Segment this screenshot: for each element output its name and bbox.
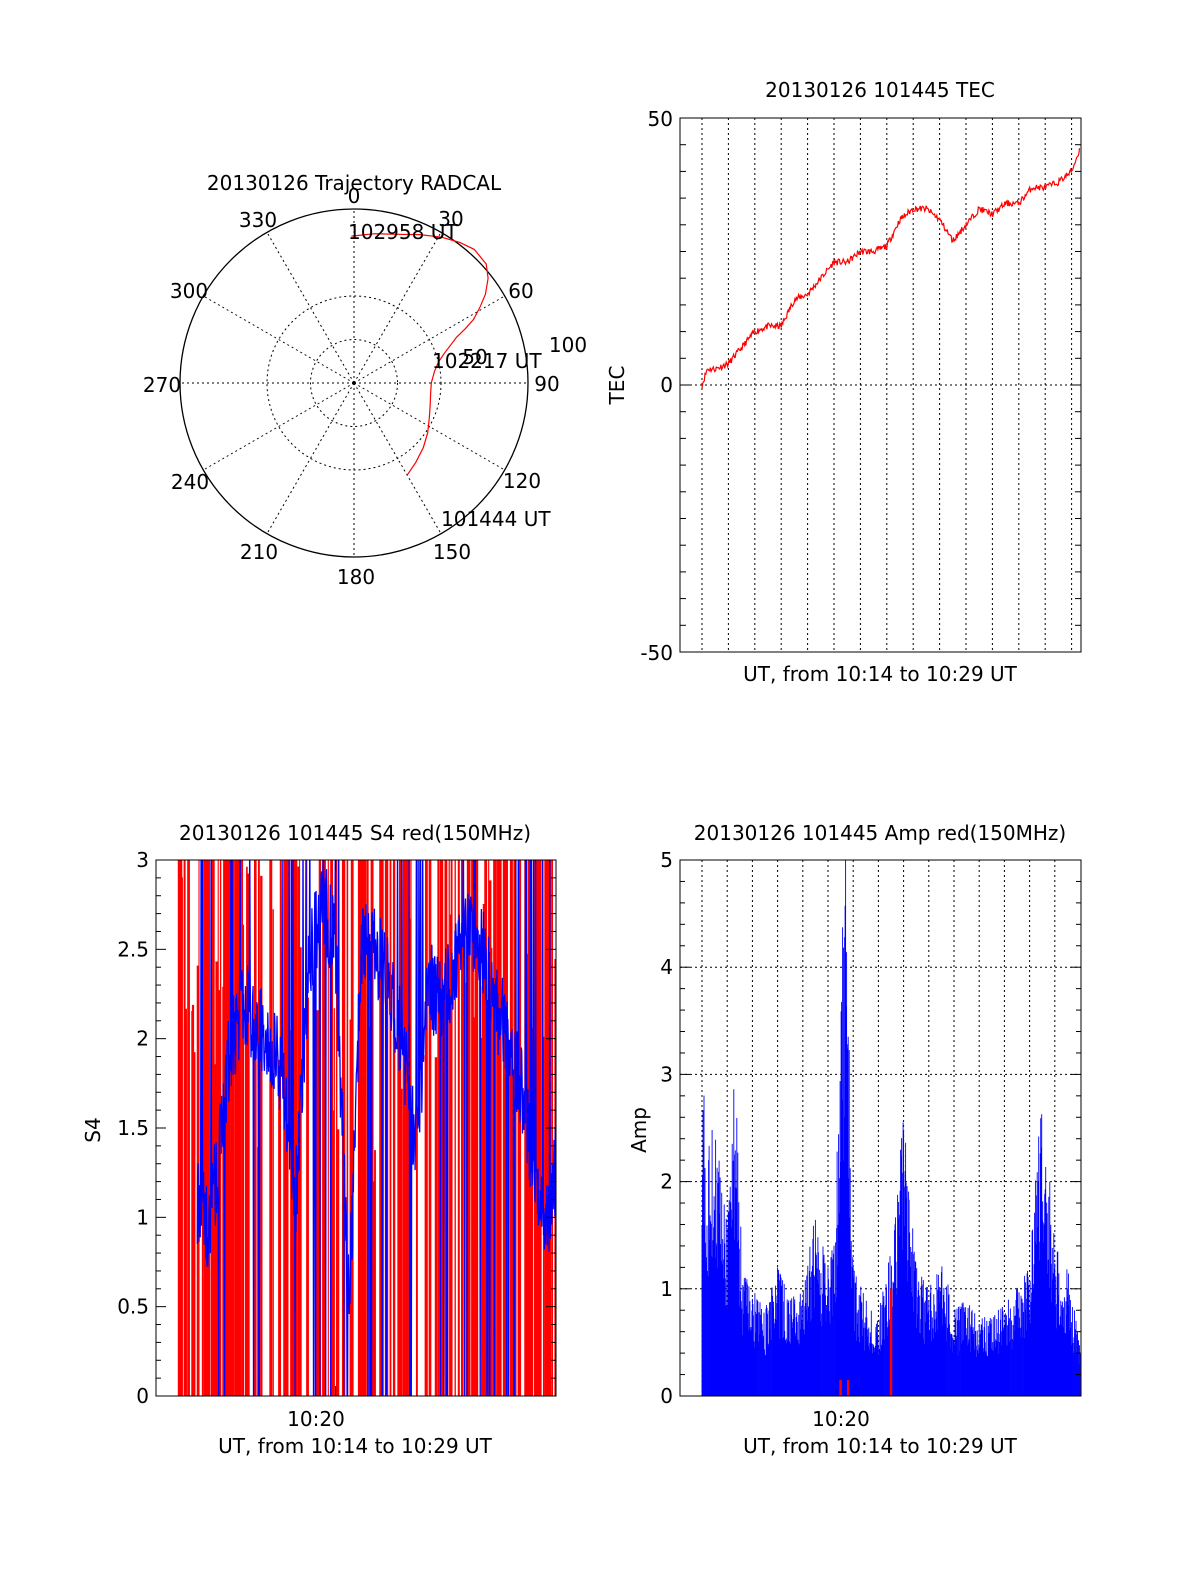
tec-title: 20130126 101445 TEC <box>765 78 995 102</box>
polar-title: 20130126 Trajectory RADCAL <box>207 171 502 195</box>
s4-ytick-label: 2.5 <box>117 937 149 961</box>
polar-spoke <box>203 382 355 471</box>
tec-xlabel: UT, from 10:14 to 10:29 UT <box>743 662 1018 686</box>
polar-angle-label: 60 <box>508 279 533 303</box>
amp-title: 20130126 101445 Amp red(150MHz) <box>694 821 1066 845</box>
polar-angle-label: 180 <box>337 565 375 589</box>
amp-blue-series <box>701 860 1081 1396</box>
polar-angle-label: 210 <box>240 540 278 564</box>
polar-spoke <box>353 382 442 534</box>
polar-angle-label: 90 <box>534 372 559 396</box>
polar-spoke <box>266 232 355 384</box>
polar-radius-label: 100 <box>549 333 587 357</box>
polar-angle-label: 270 <box>143 373 181 397</box>
tec-ytick-mid: 0 <box>660 373 673 397</box>
amp-ytick-label: 3 <box>660 1062 673 1086</box>
polar-outer-circle <box>179 208 529 558</box>
amp-ytick-label: 0 <box>660 1384 673 1408</box>
trajectory-line <box>351 233 489 476</box>
s4-ticks <box>156 859 556 1397</box>
polar-trajectory-panel: 20130126 Trajectory RADCAL 0 30 60 90 120 150… <box>143 171 587 589</box>
polar-spoke <box>353 232 442 384</box>
s4-ytick-label: 1.5 <box>117 1116 149 1140</box>
amp-plot-frame <box>679 859 1082 1397</box>
s4-ytick-label: 0 <box>136 1384 149 1408</box>
s4-ytick-label: 0.5 <box>117 1295 149 1319</box>
amp-ytick-label: 5 <box>660 848 673 872</box>
polar-radius-labels: 50 100 <box>462 333 587 369</box>
polar-angle-label: 150 <box>433 540 471 564</box>
amp-xtick-label: 10:20 <box>812 1407 870 1431</box>
polar-radius-label: 50 <box>462 345 487 369</box>
polar-angle-label: 240 <box>171 470 209 494</box>
amp-ytick-labels: 0 1 2 3 4 5 <box>660 848 673 1408</box>
polar-angle-labels: 0 30 60 90 120 150 180 210 240 270 300 330 <box>143 184 560 589</box>
tec-ytick-bottom: -50 <box>640 641 673 665</box>
annotation-end-time: 102958 UT <box>348 220 458 244</box>
s4-ytick-label: 3 <box>136 848 149 872</box>
amp-xlabel: UT, from 10:14 to 10:29 UT <box>743 1434 1018 1458</box>
polar-spoke <box>353 382 505 471</box>
amp-ylabel: Amp <box>627 1107 651 1153</box>
s4-blue-series <box>196 860 556 1396</box>
amp-panel: 20130126 101445 Amp red(150MHz) 0 1 2 3 4 5 1… <box>627 821 1082 1458</box>
polar-spoke <box>353 295 505 384</box>
polar-angle-label: 120 <box>503 469 541 493</box>
tec-ytick-top: 50 <box>648 107 673 131</box>
polar-spoke <box>203 295 355 384</box>
annotation-start-time: 101444 UT <box>441 507 551 531</box>
s4-ylabel: S4 <box>81 1117 105 1142</box>
amp-ytick-label: 4 <box>660 955 673 979</box>
annotation-mid-time: 102217 UT <box>432 349 542 373</box>
s4-title: 20130126 101445 S4 red(150MHz) <box>179 821 531 845</box>
tec-ylabel: TEC <box>605 366 629 406</box>
amp-red-series <box>839 1288 893 1396</box>
s4-xtick-label: 10:20 <box>287 1407 345 1431</box>
polar-angle-label: 300 <box>170 279 208 303</box>
polar-angle-label: 0 <box>348 184 361 208</box>
polar-grid <box>179 208 529 558</box>
tec-ticks <box>680 117 1081 653</box>
s4-ytick-label: 1 <box>136 1205 149 1229</box>
s4-xlabel: UT, from 10:14 to 10:29 UT <box>218 1434 493 1458</box>
amp-ytick-label: 2 <box>660 1170 673 1194</box>
tec-panel: 20130126 101445 TEC 50 0 -50 TEC UT, fro… <box>605 78 1082 686</box>
polar-spoke <box>266 382 355 534</box>
s4-ytick-labels: 0 0.5 1 1.5 2 2.5 3 <box>117 848 149 1408</box>
polar-angle-label: 330 <box>239 208 277 232</box>
s4-panel: 20130126 101445 S4 red(150MHz) 0 0.5 1 1.5 2… <box>81 821 557 1458</box>
s4-ytick-label: 2 <box>136 1027 149 1051</box>
amp-ticks <box>680 859 1081 1397</box>
polar-ring <box>310 339 398 427</box>
polar-angle-label: 30 <box>438 207 463 231</box>
tec-gridlines <box>680 118 1081 652</box>
tec-series-line <box>701 148 1081 389</box>
amp-ytick-label: 1 <box>660 1277 673 1301</box>
